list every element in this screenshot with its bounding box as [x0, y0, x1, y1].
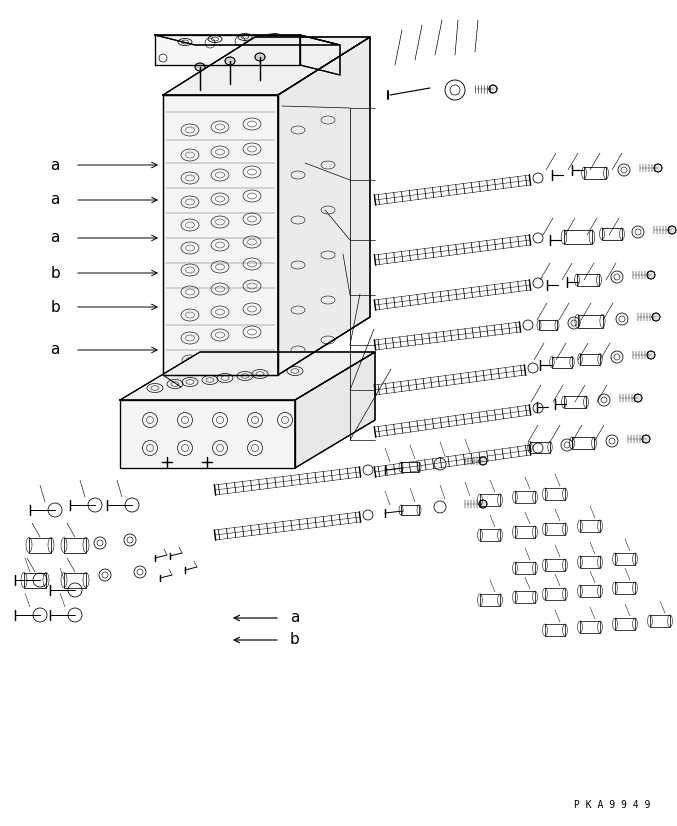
Polygon shape: [155, 35, 340, 45]
Polygon shape: [300, 35, 340, 75]
Polygon shape: [278, 37, 370, 375]
Text: a: a: [50, 158, 60, 173]
Ellipse shape: [255, 53, 265, 61]
Text: b: b: [290, 633, 300, 648]
Ellipse shape: [479, 457, 487, 465]
Text: b: b: [50, 265, 60, 281]
Ellipse shape: [634, 394, 642, 402]
Text: a: a: [50, 230, 60, 245]
Ellipse shape: [489, 85, 497, 93]
Text: a: a: [50, 192, 60, 207]
Ellipse shape: [225, 57, 235, 65]
Polygon shape: [295, 352, 375, 468]
Text: a: a: [290, 610, 299, 625]
Polygon shape: [120, 400, 295, 468]
Polygon shape: [163, 95, 278, 375]
Ellipse shape: [647, 351, 655, 359]
Polygon shape: [155, 35, 300, 65]
Polygon shape: [120, 352, 375, 400]
Ellipse shape: [647, 271, 655, 279]
Ellipse shape: [479, 500, 487, 508]
Polygon shape: [163, 37, 370, 95]
Ellipse shape: [668, 226, 676, 234]
Text: a: a: [50, 343, 60, 358]
Text: P K A 9 9 4 9: P K A 9 9 4 9: [573, 800, 650, 810]
Ellipse shape: [652, 313, 660, 321]
Text: b: b: [50, 300, 60, 315]
Ellipse shape: [195, 63, 205, 71]
Ellipse shape: [642, 435, 650, 443]
Ellipse shape: [654, 164, 662, 172]
